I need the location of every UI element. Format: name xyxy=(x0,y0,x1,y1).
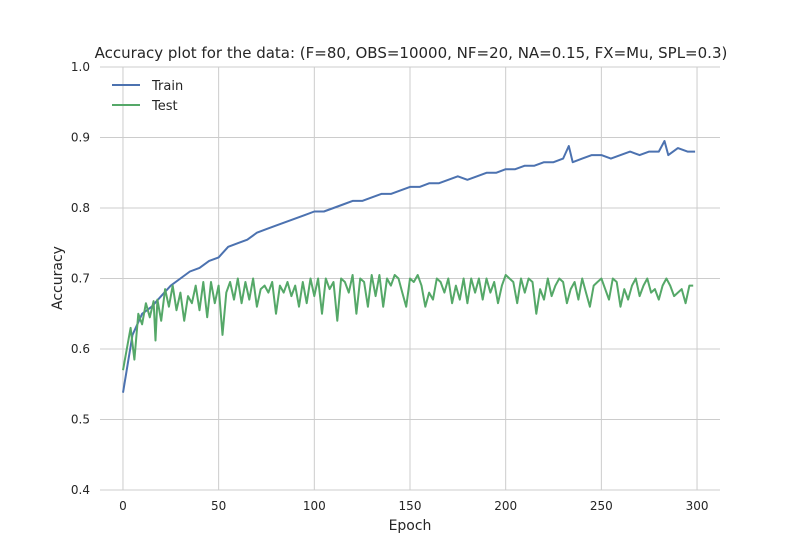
x-tick-label: 0 xyxy=(119,499,127,513)
x-tick-label: 200 xyxy=(494,499,517,513)
y-tick-label: 0.6 xyxy=(71,342,90,356)
y-tick-label: 0.4 xyxy=(71,483,90,497)
tick-layer: 0.4 0.5 0.6 0.7 0.8 0.9 1.0 0 50 100 150 200 250 300 xyxy=(71,60,709,513)
legend-label-train: Train xyxy=(151,79,183,94)
y-tick-label: 0.9 xyxy=(71,131,90,145)
x-tick-label: 250 xyxy=(590,499,613,513)
x-tick-label: 300 xyxy=(686,499,709,513)
series-layer xyxy=(122,140,696,393)
x-tick-label: 150 xyxy=(399,499,422,513)
y-axis-label: Accuracy xyxy=(50,246,66,310)
y-tick-label: 0.7 xyxy=(71,272,90,286)
series-line-test xyxy=(122,274,694,371)
y-tick-label: 0.5 xyxy=(71,413,90,427)
x-tick-label: 50 xyxy=(211,499,226,513)
y-tick-label: 1.0 xyxy=(71,60,90,74)
legend-label-test: Test xyxy=(151,99,178,114)
x-axis-label: Epoch xyxy=(389,518,432,534)
legend: Train Test xyxy=(112,79,183,114)
chart-title: Accuracy plot for the data: (F=80, OBS=1… xyxy=(95,44,728,62)
x-tick-label: 100 xyxy=(303,499,326,513)
y-tick-label: 0.8 xyxy=(71,201,90,215)
series-line-train xyxy=(122,140,696,393)
